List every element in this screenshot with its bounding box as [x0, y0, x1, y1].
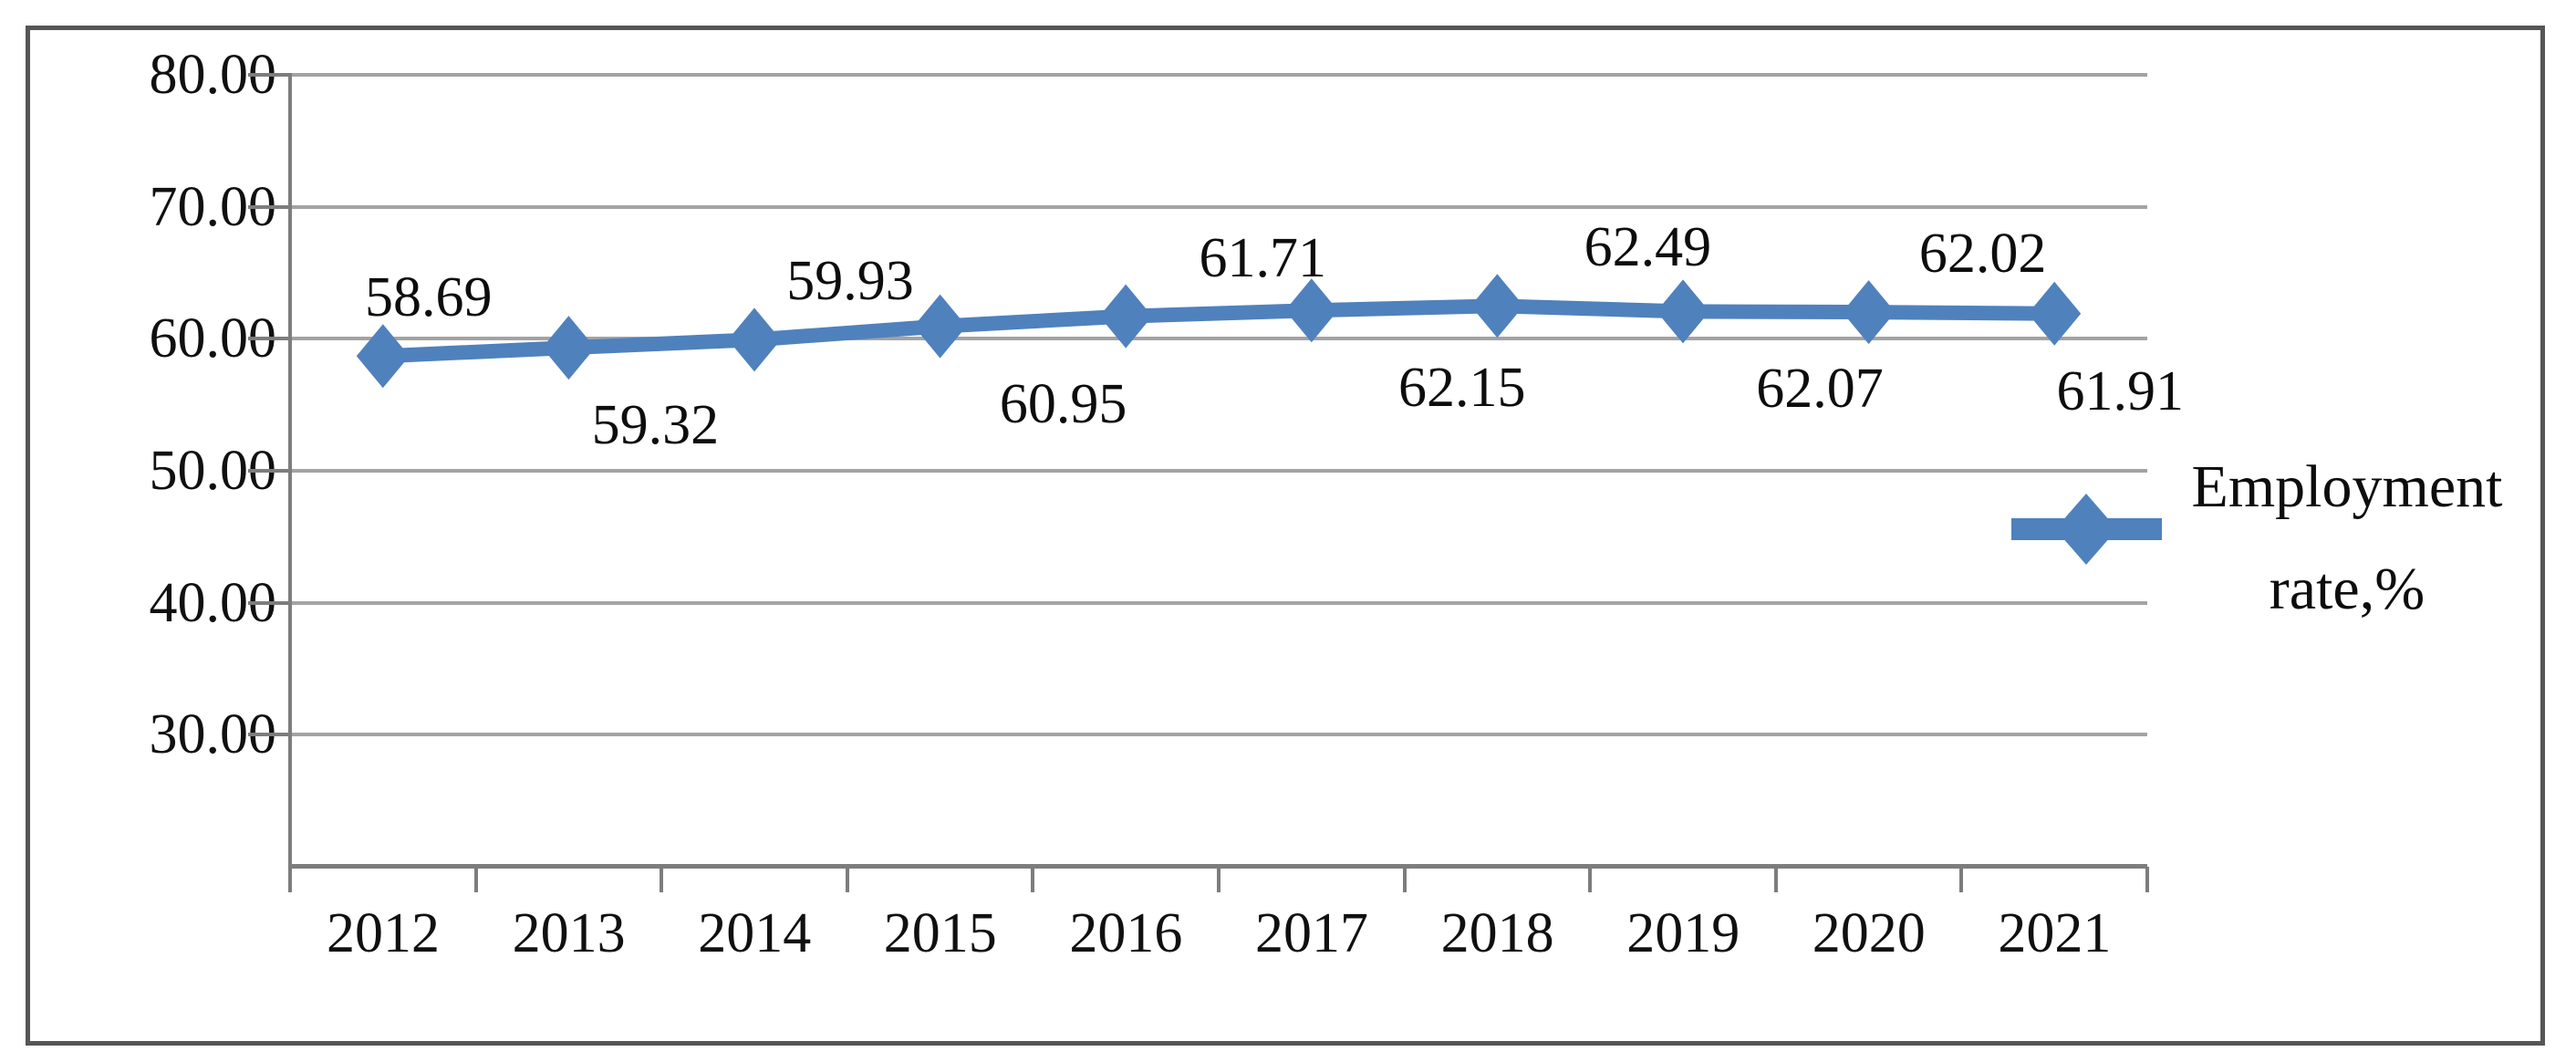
- y-axis-label: 40.00: [149, 571, 277, 634]
- x-axis-tick: [1588, 867, 1593, 892]
- series-line: [382, 298, 2055, 364]
- y-axis-tick: [248, 469, 290, 473]
- x-axis-label: 2015: [883, 902, 997, 964]
- y-axis-line: [288, 73, 292, 892]
- data-point-marker: [1842, 280, 1896, 345]
- gridline: [290, 733, 2147, 737]
- gridline: [290, 469, 2147, 473]
- y-axis-tick: [248, 337, 290, 341]
- data-label: 59.93: [786, 250, 914, 313]
- gridline: [290, 337, 2147, 341]
- data-label: 58.69: [365, 266, 493, 329]
- x-axis-label: 2016: [1069, 902, 1183, 964]
- data-point-marker: [728, 307, 781, 372]
- legend-label-line2: rate,%: [2269, 556, 2425, 622]
- data-label: 62.49: [1584, 216, 1712, 279]
- x-axis-label: 2012: [327, 902, 440, 964]
- gridline: [290, 73, 2147, 77]
- y-axis-label: 50.00: [149, 440, 277, 502]
- data-point-marker: [1099, 284, 1153, 349]
- y-axis-tick: [248, 733, 290, 737]
- y-axis-label: 70.00: [149, 175, 277, 238]
- y-axis-label: 60.00: [149, 307, 277, 370]
- series-line-layer: [356, 274, 2082, 389]
- x-axis-tick: [1773, 867, 1778, 892]
- legend-label-line1: Employment: [2191, 453, 2503, 520]
- x-axis-tick: [1959, 867, 1964, 892]
- x-axis-tick: [473, 867, 478, 892]
- data-point-marker: [2028, 281, 2082, 346]
- y-axis-tick: [248, 204, 290, 209]
- x-axis-line: [290, 864, 2147, 869]
- data-label: 62.07: [1756, 358, 1884, 421]
- gridline: [290, 600, 2147, 605]
- y-axis-label: 30.00: [149, 703, 277, 766]
- legend-label: Employment rate,%: [2165, 436, 2529, 640]
- x-axis-label: 2020: [1812, 902, 1926, 964]
- x-axis-tick: [1217, 867, 1220, 892]
- x-axis-label: 2014: [698, 902, 812, 964]
- legend: Employment rate,%: [2011, 436, 2540, 655]
- data-point-marker: [1657, 279, 1709, 344]
- data-label: 62.15: [1398, 357, 1526, 420]
- x-axis-label: 2013: [512, 902, 626, 964]
- x-axis-tick: [2145, 867, 2149, 892]
- x-axis-label: 2017: [1255, 902, 1368, 964]
- data-point-marker: [542, 316, 596, 380]
- y-axis-label: 80.00: [149, 44, 277, 106]
- y-axis-tick: [248, 73, 290, 77]
- x-axis-tick: [845, 867, 849, 892]
- data-point-marker: [913, 294, 967, 359]
- legend-series-marker-icon: [2011, 494, 2162, 565]
- chart-border-frame: 80.00 70.00 60.00 50.00 40.00 30.00 58.69 59.3…: [26, 26, 2545, 1046]
- y-axis-tick: [248, 600, 290, 605]
- x-axis-label: 2018: [1440, 902, 1554, 964]
- data-label: 60.95: [999, 372, 1127, 435]
- data-point-marker: [356, 324, 410, 389]
- data-label: 59.32: [591, 394, 720, 457]
- x-axis-tick: [288, 867, 292, 892]
- x-axis-tick: [1402, 867, 1407, 892]
- x-axis-label: 2019: [1626, 902, 1740, 964]
- x-axis-tick: [660, 867, 664, 892]
- data-label: 61.71: [1199, 226, 1326, 289]
- x-axis-label: 2021: [1998, 902, 2112, 964]
- data-point-marker: [1470, 274, 1524, 338]
- gridline: [290, 204, 2147, 209]
- plot-area: 58.69 59.32 59.93 60.95 61.71 62.15 62.49 62.07…: [248, 73, 2184, 892]
- x-axis-tick: [1031, 867, 1035, 892]
- data-label: 61.91: [2056, 359, 2184, 422]
- data-label: 62.02: [1918, 223, 2047, 286]
- data-point-marker: [1284, 278, 1338, 343]
